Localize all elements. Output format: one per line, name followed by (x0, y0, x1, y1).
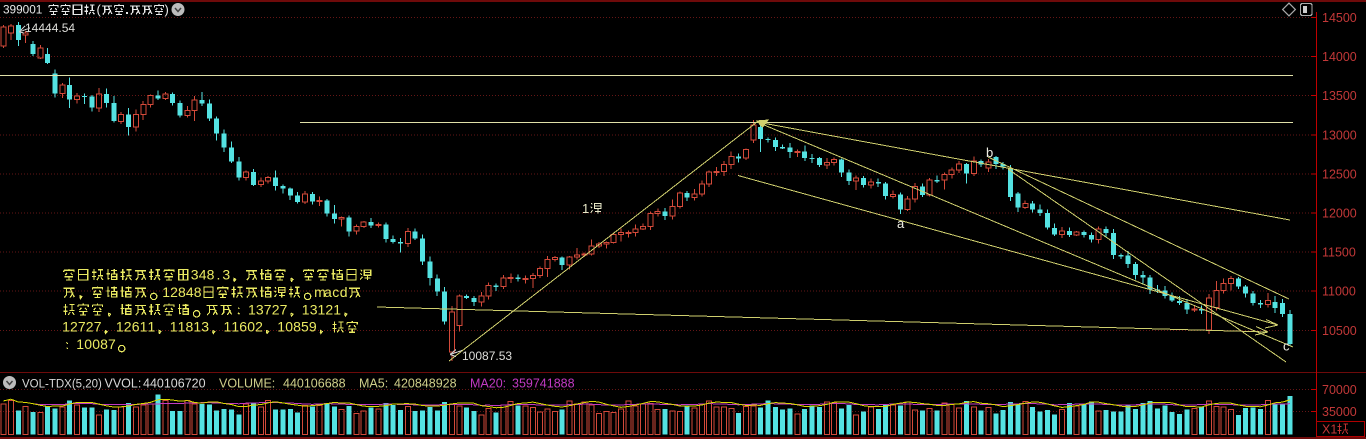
svg-text:VOL-TDX(5,20): VOL-TDX(5,20) (22, 379, 102, 391)
svg-text:a: a (897, 216, 905, 231)
svg-text:10087: 10087 (76, 336, 116, 352)
svg-text:348.3: 348. 3 (191, 267, 231, 283)
svg-text:14444.54: 14444.54 (25, 21, 75, 35)
svg-text:X1: X1 (1322, 423, 1337, 437)
svg-text:11500: 11500 (1322, 246, 1356, 260)
svg-text:MA20:: MA20: (470, 377, 506, 391)
svg-text:11000: 11000 (1322, 285, 1356, 299)
svg-text:420848928: 420848928 (394, 377, 457, 391)
svg-text:12000: 12000 (1322, 207, 1357, 221)
svg-text:VVOL:: VVOL: (105, 377, 142, 391)
svg-text:13500: 13500 (1322, 89, 1357, 103)
svg-text:): ) (165, 2, 169, 17)
svg-text:MA5:: MA5: (359, 377, 388, 391)
svg-text:399001: 399001 (3, 3, 42, 17)
svg-text:13000: 13000 (1322, 128, 1357, 142)
svg-text:14000: 14000 (1322, 50, 1357, 64)
svg-text:(: ( (97, 2, 102, 17)
svg-text:440106688: 440106688 (283, 377, 346, 391)
svg-text:359741888: 359741888 (512, 377, 575, 391)
svg-text:c: c (1283, 339, 1290, 354)
svg-text:35000: 35000 (1322, 405, 1357, 419)
svg-text:70000: 70000 (1322, 383, 1357, 397)
svg-text:14500: 14500 (1322, 11, 1357, 25)
svg-text:10500: 10500 (1322, 324, 1357, 338)
svg-text:12500: 12500 (1322, 167, 1357, 181)
svg-text:VOLUME:: VOLUME: (219, 377, 275, 391)
svg-text:10087.53: 10087.53 (462, 349, 512, 363)
svg-text:b: b (986, 145, 993, 160)
svg-text:1: 1 (582, 201, 589, 216)
svg-text:440106720: 440106720 (143, 377, 206, 391)
